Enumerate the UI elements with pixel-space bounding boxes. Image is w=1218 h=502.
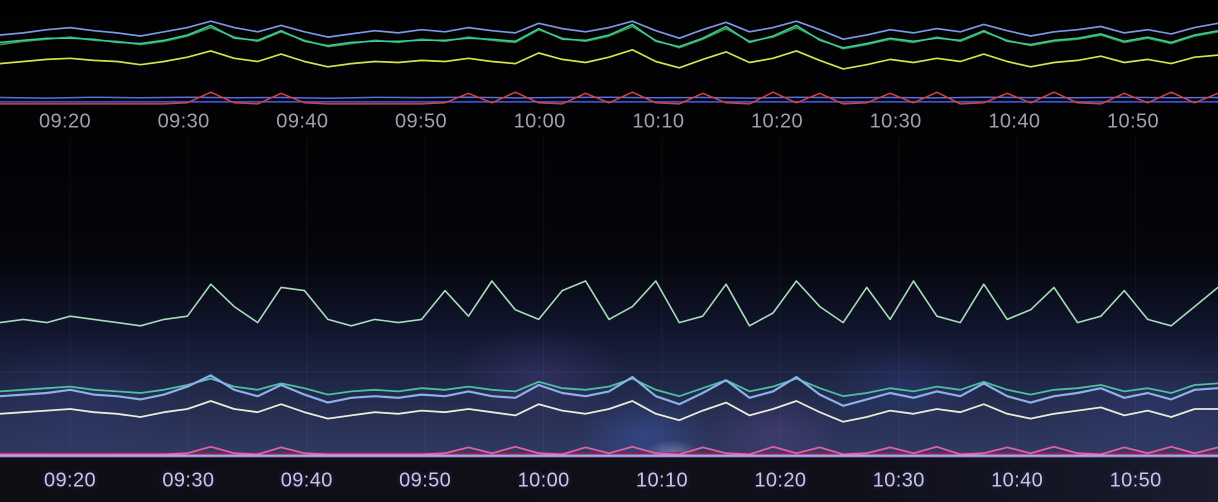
series-yellow-line [0, 48, 1218, 70]
x-tick-label: 09:30 [162, 469, 215, 491]
x-tick-label: 10:40 [991, 469, 1044, 491]
chart-panel-top: 09:20 09:30 09:40 09:50 10:00 10:10 10:20 10:30… [0, 0, 1218, 137]
chart-canvas-top[interactable] [0, 0, 1218, 106]
x-axis-top: 09:20 09:30 09:40 09:50 10:00 10:10 10:20 10:30… [0, 106, 1218, 137]
chart-canvas-bottom[interactable] [0, 137, 1218, 457]
series-blue-line [0, 20, 1218, 41]
x-tick-label: 09:30 [157, 110, 210, 132]
x-axis-bottom: 09:20 09:30 09:40 09:50 10:00 10:10 10:20 10:30… [0, 457, 1218, 502]
x-tick-label: 10:00 [517, 469, 570, 491]
x-tick-label: 10:50 [1109, 469, 1162, 491]
x-tick-label: 09:40 [280, 469, 333, 491]
series-baseline-blue-wavy [0, 96, 1218, 99]
x-tick-label: 09:40 [276, 110, 329, 132]
series-green-line [0, 25, 1218, 50]
series-teal-line [0, 377, 1218, 398]
series-teal-line [0, 23, 1218, 49]
series-white-line [0, 400, 1218, 423]
x-tick-label: 09:20 [43, 469, 97, 491]
x-tick-label: 10:50 [1106, 110, 1160, 132]
series-mint-spiky-line [0, 280, 1218, 327]
x-tick-label: 09:50 [399, 469, 452, 491]
x-tick-label: 09:50 [394, 110, 448, 132]
x-tick-label: 10:10 [635, 469, 689, 491]
x-tick-label: 10:30 [869, 110, 922, 132]
series-pink-arcs [0, 445, 1218, 456]
x-tick-label: 10:20 [754, 469, 807, 491]
x-tick-label: 09:20 [38, 110, 92, 132]
x-tick-label: 10:30 [872, 469, 925, 491]
x-tick-label: 10:10 [632, 110, 685, 132]
chart-panel-bottom: 09:20 09:30 09:40 09:50 10:00 10:10 10:20 10:30… [0, 137, 1218, 502]
x-tick-label: 10:00 [513, 110, 566, 132]
series-red-arcs [0, 91, 1218, 105]
x-tick-label: 10:20 [750, 110, 804, 132]
x-tick-label: 10:40 [988, 110, 1041, 132]
series-blue-line [0, 374, 1218, 407]
